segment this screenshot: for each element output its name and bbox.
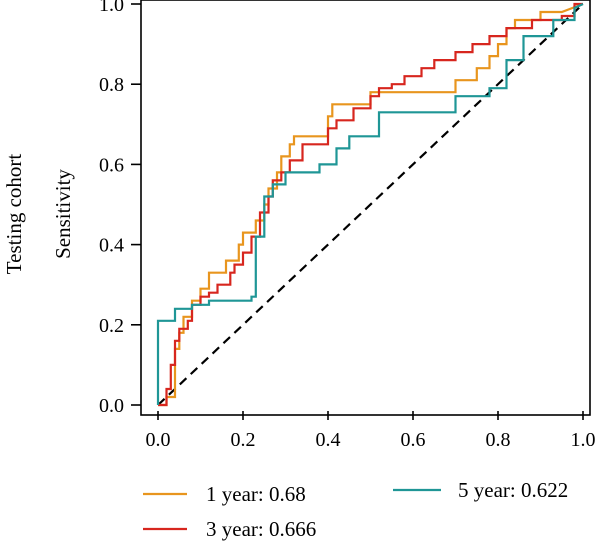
x-tick-label: 0.6 xyxy=(401,429,426,451)
y-axis-title-line-2: Sensitivity xyxy=(51,169,75,259)
x-tick-label: 1.0 xyxy=(571,429,596,451)
legend-label-2: 3 year: 0.666 xyxy=(206,517,316,541)
axes-layer: 0.0 0.2 0.4 0.6 0.8 1.0 0.0 0.2 0.4 0.6 0.8 1.0 Test… xyxy=(2,0,596,451)
y-tick-label: 0.6 xyxy=(99,154,124,176)
plot-layer xyxy=(156,2,584,407)
reference-diagonal-line xyxy=(157,3,584,406)
legend: 1 year: 0.68 3 year: 0.666 5 year: 0.622 xyxy=(143,478,568,541)
y-tick-label: 0.8 xyxy=(99,74,124,96)
series-line-3 xyxy=(156,3,584,405)
legend-label-1: 1 year: 0.68 xyxy=(206,482,306,506)
x-tick-label: 0.0 xyxy=(146,429,171,451)
y-axis-title-line-1: Testing cohort xyxy=(2,154,26,275)
y-tick-label: 0.0 xyxy=(99,395,124,417)
x-tick-label: 0.8 xyxy=(486,429,511,451)
x-tick-label: 0.2 xyxy=(231,429,256,451)
plot-frame xyxy=(140,0,591,416)
y-tick-label: 0.4 xyxy=(99,235,124,257)
legend-label-3: 5 year: 0.622 xyxy=(458,478,568,502)
y-tick-label: 1.0 xyxy=(99,0,124,16)
y-tick-label: 0.2 xyxy=(99,315,124,337)
x-tick-label: 0.4 xyxy=(316,429,341,451)
